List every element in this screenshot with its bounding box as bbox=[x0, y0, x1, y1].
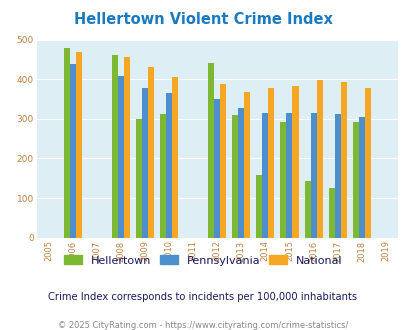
Bar bbox=[358, 117, 364, 238]
Bar bbox=[160, 114, 166, 238]
Bar bbox=[334, 114, 340, 238]
Bar bbox=[304, 182, 310, 238]
Bar bbox=[328, 188, 334, 238]
Bar bbox=[292, 86, 298, 238]
Bar bbox=[316, 81, 322, 238]
Bar bbox=[340, 82, 346, 238]
Text: © 2025 CityRating.com - https://www.cityrating.com/crime-statistics/: © 2025 CityRating.com - https://www.city… bbox=[58, 321, 347, 330]
Bar bbox=[166, 93, 172, 238]
Bar bbox=[310, 113, 316, 238]
Bar bbox=[111, 55, 117, 238]
Bar bbox=[244, 92, 250, 238]
Bar bbox=[172, 77, 178, 238]
Bar bbox=[238, 108, 244, 238]
Bar bbox=[70, 64, 75, 238]
Bar bbox=[262, 113, 268, 238]
Bar bbox=[147, 67, 153, 238]
Bar bbox=[232, 115, 238, 238]
Bar bbox=[352, 121, 358, 238]
Bar bbox=[124, 57, 130, 238]
Text: Crime Index corresponds to incidents per 100,000 inhabitants: Crime Index corresponds to incidents per… bbox=[48, 292, 357, 302]
Text: Hellertown Violent Crime Index: Hellertown Violent Crime Index bbox=[73, 12, 332, 26]
Bar bbox=[214, 99, 220, 238]
Bar bbox=[220, 84, 226, 238]
Bar bbox=[208, 63, 214, 238]
Bar bbox=[75, 52, 81, 238]
Bar bbox=[364, 87, 370, 238]
Legend: Hellertown, Pennsylvania, National: Hellertown, Pennsylvania, National bbox=[59, 251, 346, 270]
Bar bbox=[117, 76, 124, 238]
Bar bbox=[256, 176, 262, 238]
Bar bbox=[286, 113, 292, 238]
Bar bbox=[268, 87, 274, 238]
Bar bbox=[136, 119, 142, 238]
Bar bbox=[280, 121, 286, 238]
Bar bbox=[142, 87, 147, 238]
Bar bbox=[64, 48, 70, 238]
